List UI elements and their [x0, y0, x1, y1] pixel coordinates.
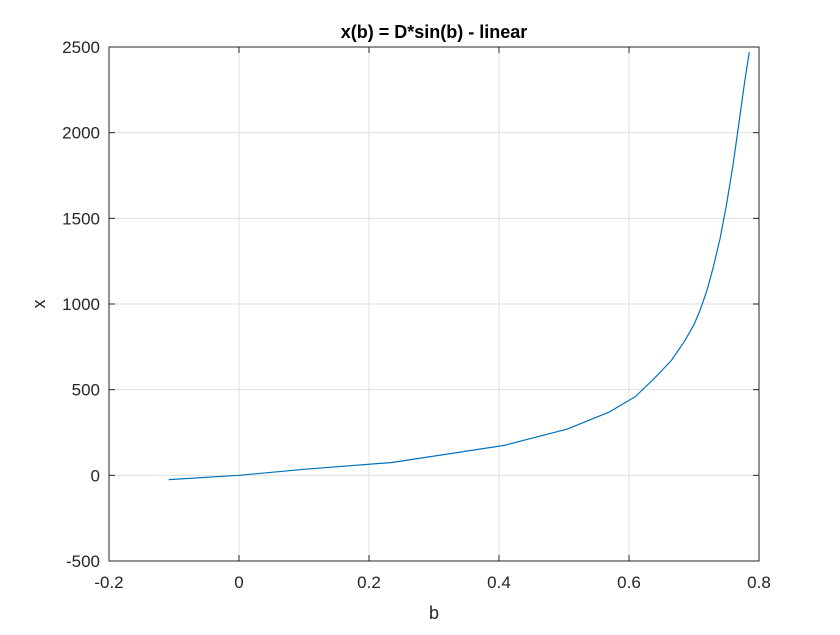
- chart-title: x(b) = D*sin(b) - linear: [341, 22, 528, 42]
- grid: [108, 46, 760, 562]
- y-tick-label: 2000: [62, 124, 100, 143]
- x-tick-label: 0.4: [487, 573, 511, 592]
- series-layer: [168, 52, 750, 481]
- x-tick-label: 0.2: [357, 573, 381, 592]
- y-tick-label: 1000: [62, 295, 100, 314]
- ticks: -0.2 0 0.2 0.4 0.6 0.8 -500 0 500 1000 1500 2000 250…: [62, 38, 771, 592]
- x-tick-label: 0.8: [747, 573, 771, 592]
- series-line: [168, 52, 750, 481]
- y-tick-label: 0: [91, 466, 100, 485]
- y-tick-label: -500: [66, 552, 100, 571]
- x-tick-label: 0.6: [617, 573, 641, 592]
- y-axis-label: x: [29, 300, 49, 309]
- y-tick-label: 500: [72, 381, 100, 400]
- x-axis-label: b: [429, 603, 439, 623]
- x-tick-label: 0: [234, 573, 243, 592]
- y-tick-label: 1500: [62, 209, 100, 228]
- y-tick-label: 2500: [62, 38, 100, 57]
- x-tick-label: -0.2: [94, 573, 123, 592]
